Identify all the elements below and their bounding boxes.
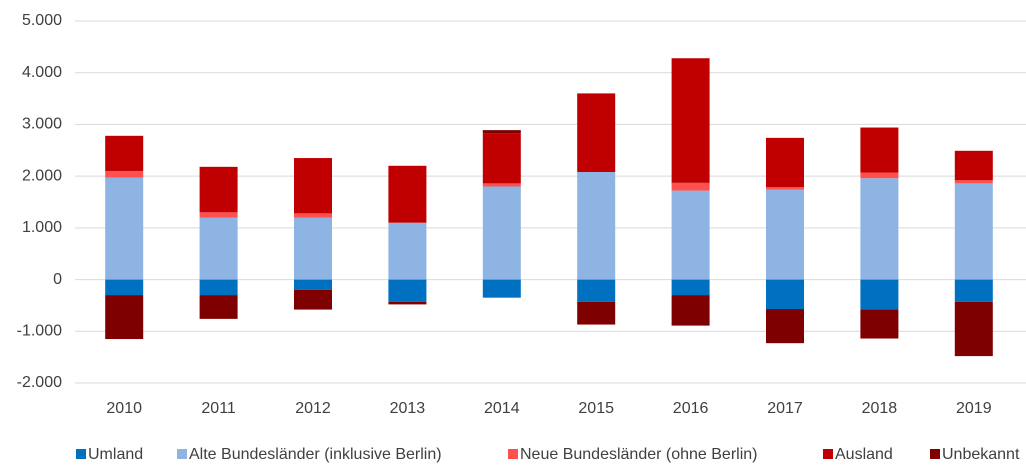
bar-segment <box>482 183 521 187</box>
y-tick-label: -1.000 <box>17 323 62 340</box>
bar-segment <box>199 166 238 213</box>
bar-segment <box>954 183 993 280</box>
bar-segment <box>199 217 238 280</box>
bar-segment <box>954 150 993 181</box>
legend-swatch <box>508 449 518 459</box>
bar-segment <box>482 186 521 280</box>
x-tick-label: 2018 <box>862 400 898 417</box>
legend-label: Unbekannt <box>942 446 1020 463</box>
bar-segment <box>671 190 710 280</box>
bar-segment <box>199 279 238 296</box>
bar-segment <box>294 289 332 310</box>
x-tick-label: 2012 <box>295 400 331 417</box>
legend-swatch <box>930 449 940 459</box>
y-tick-label: -2.000 <box>17 374 62 391</box>
legend-label: Ausland <box>835 446 893 463</box>
y-tick-label: 3.000 <box>22 116 62 133</box>
bar-segment <box>766 309 804 344</box>
bar-segment <box>388 222 427 280</box>
legend-label: Neue Bundesländer (ohne Berlin) <box>520 446 757 463</box>
bar-segment <box>577 93 616 173</box>
bar-segment <box>577 172 616 280</box>
legend-swatch <box>177 449 187 459</box>
bar-segment <box>482 133 521 184</box>
bar-segment <box>766 187 804 190</box>
x-tick-label: 2014 <box>484 400 520 417</box>
bar-segment <box>860 279 899 310</box>
y-tick-label: 2.000 <box>22 167 62 184</box>
x-tick-label: 2015 <box>578 400 614 417</box>
bar-segment <box>105 170 144 178</box>
bar-segment <box>954 301 993 357</box>
legend-label: Alte Bundesländer (inklusive Berlin) <box>189 446 442 463</box>
x-tick-label: 2010 <box>106 400 142 417</box>
bar-segment <box>860 309 899 339</box>
bar-segment <box>388 301 427 305</box>
bar-segment <box>671 295 710 326</box>
legend-swatch <box>823 449 833 459</box>
bar-segment <box>577 279 616 302</box>
legend-swatch <box>76 449 86 459</box>
bar-segment <box>671 58 710 183</box>
y-tick-label: 4.000 <box>22 64 62 81</box>
bar-segment <box>199 212 238 218</box>
bar-segment <box>860 178 899 280</box>
x-tick-label: 2016 <box>673 400 709 417</box>
y-tick-label: 0 <box>53 271 62 288</box>
bar-segment <box>671 279 710 296</box>
x-tick-label: 2019 <box>956 400 992 417</box>
bar-segment <box>954 180 993 184</box>
legend-label: Umland <box>88 446 143 463</box>
bar-segment <box>860 127 899 173</box>
bar-segment <box>294 279 332 290</box>
x-tick-label: 2013 <box>390 400 426 417</box>
bar-segment <box>577 301 616 325</box>
bar-segment <box>388 279 427 302</box>
bar-segment <box>105 135 144 171</box>
y-tick-label: 1.000 <box>22 219 62 236</box>
x-tick-label: 2017 <box>767 400 803 417</box>
bar-segment <box>766 137 804 188</box>
bar-segment <box>766 189 804 280</box>
bar-segment <box>105 295 144 340</box>
bar-segment <box>294 158 332 214</box>
bar-segment <box>860 172 899 179</box>
bar-segment <box>294 217 332 280</box>
bar-segment <box>482 279 521 298</box>
bar-segment <box>294 213 332 218</box>
bar-segment <box>105 279 144 296</box>
x-tick-label: 2011 <box>201 400 236 417</box>
bar-segment <box>671 182 710 191</box>
bar-segment <box>105 177 144 280</box>
bar-segment <box>199 295 238 319</box>
bar-segment <box>954 279 993 302</box>
bar-segment <box>766 279 804 310</box>
bar-segment <box>482 130 521 134</box>
bar-segment <box>388 165 427 223</box>
y-tick-label: 5.000 <box>22 12 62 29</box>
